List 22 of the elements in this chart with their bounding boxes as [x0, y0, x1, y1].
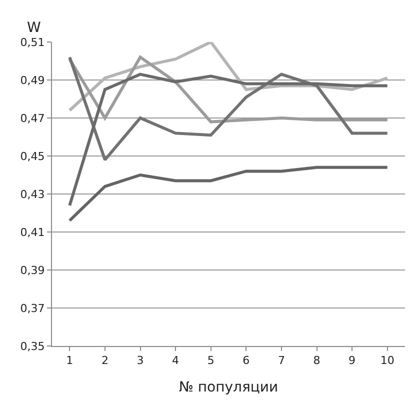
y-tick-label: 0,51 — [20, 36, 45, 49]
y-tick-label: 0,35 — [20, 340, 45, 353]
y-tick-label: 0,45 — [20, 150, 45, 163]
x-tick-label: 3 — [136, 354, 144, 368]
y-tick-label: 0,37 — [20, 302, 45, 315]
x-tick-label: 9 — [348, 354, 356, 368]
x-tick-label: 10 — [380, 354, 394, 368]
x-axis-title: № популяции — [178, 380, 278, 396]
x-tick-label: 1 — [66, 354, 74, 368]
y-axis-title: W — [27, 20, 41, 36]
y-tick-label: 0,39 — [20, 264, 45, 277]
x-tick-label: 8 — [313, 354, 320, 368]
x-tick-label: 5 — [207, 354, 214, 368]
y-tick-label: 0,41 — [20, 226, 45, 239]
line-series — [68, 166, 389, 222]
y-tick-label: 0,47 — [20, 112, 45, 125]
x-tick-label: 2 — [101, 354, 108, 368]
y-tick-label: 0,43 — [20, 188, 45, 201]
y-tick-label: 0,49 — [20, 74, 45, 87]
x-tick-label: 4 — [172, 354, 180, 368]
x-tick-label: 6 — [242, 354, 250, 368]
x-tick-label: 7 — [278, 354, 285, 368]
